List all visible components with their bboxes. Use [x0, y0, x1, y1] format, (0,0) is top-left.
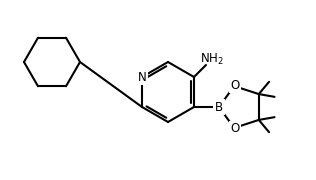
- Text: N: N: [138, 71, 146, 84]
- Text: O: O: [231, 122, 240, 135]
- Text: B: B: [215, 100, 223, 114]
- Text: O: O: [231, 79, 240, 92]
- Text: NH$_2$: NH$_2$: [200, 51, 224, 67]
